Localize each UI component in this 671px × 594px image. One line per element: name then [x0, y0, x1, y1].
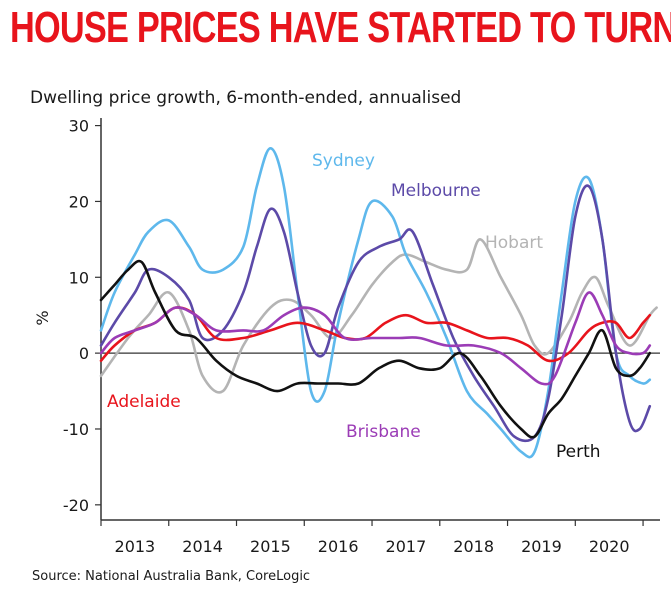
y-tick-label: 0 — [79, 344, 89, 363]
x-tick-label: 2020 — [589, 537, 630, 556]
label-adelaide: Adelaide — [107, 392, 181, 412]
label-sydney: Sydney — [312, 151, 375, 171]
x-tick-label: 2014 — [182, 537, 223, 556]
y-tick-label: -20 — [63, 496, 89, 515]
x-tick-label: 2019 — [521, 537, 562, 556]
series-line-melbourne — [99, 184, 652, 443]
label-perth: Perth — [556, 442, 601, 462]
x-tick-label: 2018 — [453, 537, 494, 556]
series-line-sydney — [99, 147, 652, 459]
y-tick-label: 30 — [69, 117, 89, 136]
label-melbourne: Melbourne — [391, 181, 481, 201]
y-ticks: 30 20 10 0 -10 -20 — [63, 117, 101, 515]
series-lines — [99, 147, 658, 459]
y-tick-label: 20 — [69, 192, 89, 211]
x-tick-label: 2016 — [318, 537, 359, 556]
x-tick-label: 2013 — [115, 537, 156, 556]
x-tick-label: 2015 — [250, 537, 291, 556]
y-tick-label: -10 — [63, 420, 89, 439]
chart-title: Dwelling price growth, 6-month-ended, an… — [30, 88, 462, 108]
label-hobart: Hobart — [485, 233, 543, 253]
label-brisbane: Brisbane — [346, 422, 421, 442]
series-line-perth — [99, 259, 652, 439]
x-ticks: 2013 2014 2015 2016 2017 2018 2019 2020 — [100, 520, 644, 556]
y-axis-label: % — [33, 310, 52, 325]
headline: HOUSE PRICES HAVE STARTED TO TURN — [10, 3, 671, 52]
x-tick-label: 2017 — [386, 537, 427, 556]
source-note: Source: National Australia Bank, CoreLog… — [32, 569, 311, 584]
series-line-brisbane — [99, 291, 652, 386]
y-tick-label: 10 — [69, 268, 89, 287]
